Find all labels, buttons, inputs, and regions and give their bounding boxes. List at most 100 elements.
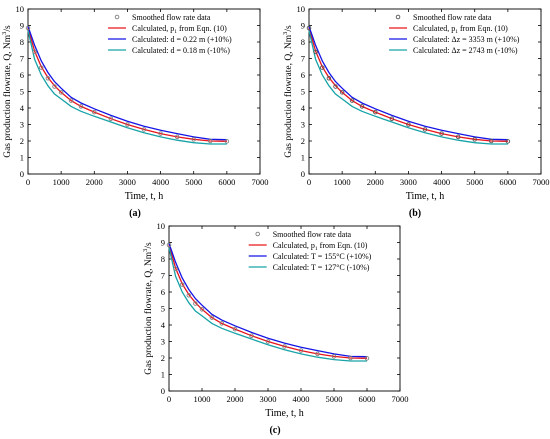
y-axis-label-sup: 3	[142, 249, 149, 252]
series-line-3	[27, 26, 227, 141]
legend-entry-text: Calculated, p	[413, 24, 455, 33]
x-tick-label: 6000	[359, 394, 376, 404]
legend-entry-text: Calculated: d = 0.18 m (-10%)	[132, 46, 230, 55]
data-point	[489, 138, 494, 144]
x-tick-label: 4000	[293, 394, 310, 404]
data-point	[313, 49, 318, 55]
x-tick-label: 2000	[227, 394, 244, 404]
data-point	[193, 301, 198, 306]
y-tick-label: 8	[301, 37, 305, 47]
data-point	[25, 25, 31, 31]
y-tick-label: 4	[301, 103, 306, 113]
data-point	[174, 134, 180, 140]
y-tick-label: 5	[301, 87, 305, 97]
x-axis-label: Time, t, h	[125, 191, 164, 202]
data-point	[58, 90, 64, 95]
legend-entry-text: Smoothed flow rate data	[132, 13, 211, 22]
data-point	[39, 65, 44, 70]
y-tick-label: 1	[161, 370, 165, 380]
legend-entry-3: Calculated: d = 0.22 m (+10%)	[132, 35, 232, 44]
x-tick-label: 1000	[194, 394, 211, 404]
legend-entry-4: Calculated: Δz = 2743 m (-10%)	[413, 46, 518, 55]
x-tick-label: 3000	[260, 394, 277, 404]
y-tick-label: 2	[301, 136, 305, 146]
data-point	[359, 104, 365, 109]
y-tick-label: 0	[301, 169, 305, 179]
y-tick-label: 10	[297, 4, 306, 14]
x-tick-label: 2000	[367, 177, 384, 187]
chart-panel-1: 0 1000 2000 3000 4000 5000 6000 7000 0 1 2 3 4 5 6 7 8 9 1…	[1, 4, 269, 219]
data-point	[219, 321, 225, 326]
data-point	[349, 98, 355, 103]
chart-panel-2: 0 1000 2000 3000 4000 5000 6000 7000 0 1 2 3 4 5 6 7 8 9 1…	[282, 4, 550, 219]
legend-entry-2: Calculated, p1 from Eqn. (10)	[132, 24, 227, 35]
y-tick-label: 2	[161, 353, 165, 363]
x-tick-label: 7000	[533, 177, 550, 187]
x-tick-label: 1000	[334, 177, 351, 187]
data-point	[439, 131, 444, 136]
legend-entry-sub: 1	[315, 246, 318, 252]
data-point	[92, 109, 97, 115]
x-tick-label: 1000	[53, 177, 70, 187]
series-line-4	[27, 30, 227, 145]
legend-entry-1: Smoothed flow rate data	[273, 230, 352, 239]
data-point	[158, 131, 163, 136]
y-tick-label: 2	[20, 136, 24, 146]
data-point	[422, 127, 428, 132]
series-line-3	[168, 243, 368, 358]
y-axis-label-tail: /s	[144, 242, 154, 249]
data-point	[298, 348, 304, 353]
legend-marker	[395, 14, 401, 20]
data-point	[68, 98, 74, 103]
y-tick-label: 10	[157, 221, 166, 231]
data-point	[315, 351, 320, 357]
legend-entry-text: Calculated: T = 155°C (+10%)	[273, 252, 372, 261]
x-tick-label: 6000	[218, 177, 235, 187]
legend-entry-3: Calculated: T = 155°C (+10%)	[273, 252, 372, 261]
x-tick-label: 7000	[392, 394, 409, 404]
y-axis-label-sup: 3	[1, 32, 8, 35]
legend-entry-1: Smoothed flow rate data	[132, 13, 211, 22]
x-tick-label: 3000	[400, 177, 417, 187]
series-line-4	[308, 30, 508, 145]
panel-label: (b)	[409, 208, 421, 219]
data-point	[208, 138, 213, 144]
series-line-4	[168, 247, 367, 362]
data-point	[166, 242, 172, 248]
legend-entry-tail: from Eqn. (10)	[318, 241, 368, 250]
data-point	[179, 282, 185, 287]
y-tick-label: 5	[20, 87, 24, 97]
y-tick-label: 6	[20, 70, 24, 80]
x-tick-label: 3000	[119, 177, 136, 187]
legend-marker	[255, 231, 260, 237]
y-tick-label: 9	[161, 238, 165, 248]
legend-entry-sub: 1	[174, 29, 177, 35]
data-point	[32, 49, 37, 55]
legend-marker	[114, 14, 120, 20]
y-tick-label: 8	[20, 37, 24, 47]
data-point	[173, 266, 178, 272]
legend-entry-text: Calculated: Δz = 2743 m (-10%)	[413, 46, 518, 55]
data-point	[306, 25, 312, 31]
data-point	[141, 127, 147, 132]
series-line-2	[27, 27, 227, 142]
y-axis-label: Gas production flowrate, Q, Nm3/s	[282, 25, 294, 158]
y-axis-label: Gas production flowrate, Q, Nm3/s	[142, 242, 154, 375]
x-tick-label: 0	[307, 177, 311, 187]
chart-panel-3: 0 1000 2000 3000 4000 5000 6000 7000 0 1 2 3 4 5 6 7 8 9 1…	[142, 221, 409, 436]
y-axis-label-tail: /s	[284, 25, 294, 32]
x-axis-label: Time, t, h	[406, 191, 445, 202]
y-tick-label: 6	[161, 287, 165, 297]
y-tick-label: 9	[20, 21, 24, 31]
data-point	[339, 90, 345, 95]
data-point	[505, 139, 511, 144]
data-point	[209, 315, 215, 320]
y-tick-label: 3	[20, 120, 24, 130]
data-point	[186, 293, 192, 298]
series-line-2	[168, 244, 368, 359]
y-tick-label: 8	[161, 254, 165, 264]
data-point	[232, 326, 238, 332]
data-point	[224, 139, 230, 144]
x-tick-label: 2000	[86, 177, 103, 187]
